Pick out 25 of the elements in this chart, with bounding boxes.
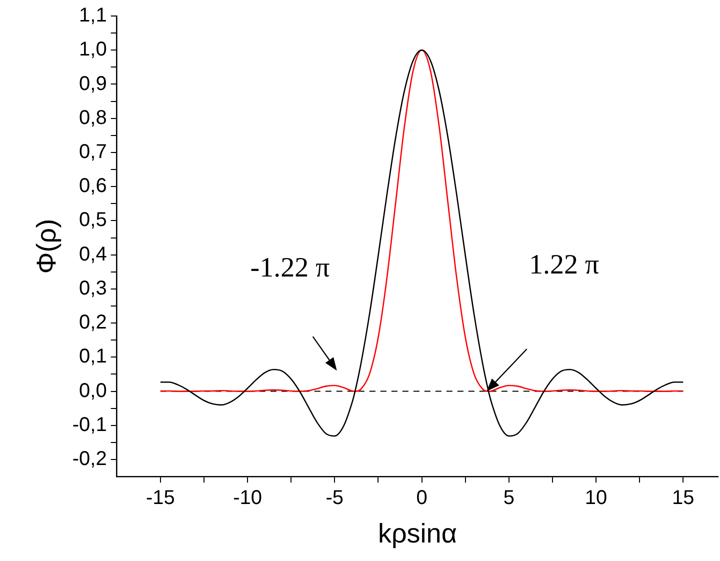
annotation: -1.22 π bbox=[250, 252, 330, 284]
x-tick-label: -5 bbox=[326, 487, 344, 510]
x-tick-label: -15 bbox=[146, 487, 175, 510]
y-tick-label: 0,5 bbox=[79, 209, 107, 232]
y-tick-label: 0,4 bbox=[79, 243, 107, 266]
x-tick-label: 5 bbox=[503, 487, 514, 510]
y-tick-label: 0,9 bbox=[79, 72, 107, 95]
y-tick-label: 0,6 bbox=[79, 175, 107, 198]
annotation: 1.22 π bbox=[529, 249, 600, 280]
y-tick-label: 0,2 bbox=[79, 312, 107, 334]
x-tick-label: 15 bbox=[672, 487, 694, 510]
y-tick-label: 1,0 bbox=[79, 38, 107, 61]
y-tick-label: 1,1 bbox=[79, 4, 107, 27]
x-tick-label: 0 bbox=[416, 487, 428, 510]
y-tick-label: 0,7 bbox=[79, 140, 107, 163]
y-tick-label: 0,1 bbox=[79, 346, 107, 368]
y-tick-label: 0,0 bbox=[79, 380, 107, 402]
x-tick-label: -10 bbox=[233, 487, 262, 510]
y-tick-label: 0,3 bbox=[79, 277, 107, 300]
y-tick-label: -0,2 bbox=[72, 448, 107, 470]
y-axis-title: Φ(ρ) bbox=[32, 218, 62, 274]
x-tick-label: 10 bbox=[584, 487, 608, 510]
y-tick-label: -0,1 bbox=[72, 414, 107, 436]
x-axis-title: kρsinα bbox=[378, 518, 457, 548]
y-tick-label: 0,8 bbox=[79, 106, 107, 129]
